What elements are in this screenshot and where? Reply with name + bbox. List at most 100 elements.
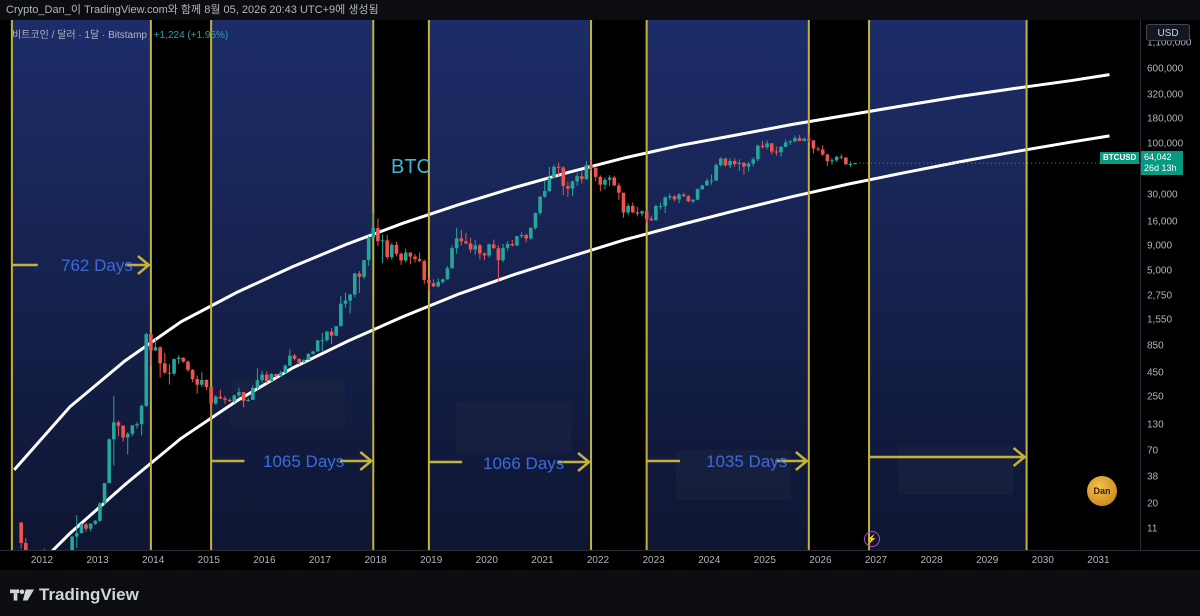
year-label: 2025 bbox=[753, 555, 776, 566]
candle-body-2013-04 bbox=[112, 422, 116, 440]
candle-body-2021-04 bbox=[556, 166, 561, 168]
price-level-label: 450 bbox=[1147, 367, 1164, 379]
candle-body-2019-06 bbox=[454, 238, 459, 249]
price-level-label: 600,000 bbox=[1147, 63, 1184, 75]
candle-body-2026-07 bbox=[848, 163, 853, 165]
candle-body-2019-03 bbox=[440, 279, 445, 282]
symbol-name[interactable]: 비트코인 / 달러 · 1달 · Bitstamp bbox=[12, 30, 147, 41]
candle-body-2014-07 bbox=[181, 357, 186, 362]
candle-body-2022-05 bbox=[617, 185, 621, 193]
candle-body-2023-08 bbox=[686, 196, 691, 202]
author-badge: Dan bbox=[1087, 476, 1117, 506]
candle-body-2023-05 bbox=[672, 196, 677, 200]
candle-body-2023-09 bbox=[691, 199, 695, 202]
candle-body-2014-03 bbox=[162, 363, 167, 373]
candle-body-2023-04 bbox=[668, 196, 672, 198]
candle-body-2023-01 bbox=[654, 206, 658, 221]
candle-body-2024-10 bbox=[751, 159, 756, 164]
price-level-label: 16,000 bbox=[1147, 216, 1178, 228]
candle-body-2017-02 bbox=[325, 331, 329, 341]
candle-body-2022-01 bbox=[598, 176, 603, 185]
candle-body-2016-07 bbox=[292, 355, 297, 359]
candle-body-2022-06 bbox=[621, 192, 626, 213]
year-label: 2029 bbox=[976, 555, 999, 566]
candle-body-2024-09 bbox=[746, 163, 751, 167]
candle-body-2022-03 bbox=[607, 177, 612, 180]
candle-body-2016-11 bbox=[311, 351, 315, 354]
candle-body-2020-12 bbox=[538, 196, 542, 213]
candle-body-2017-12 bbox=[371, 227, 376, 238]
time-axis[interactable] bbox=[0, 550, 1200, 570]
candle-body-2022-04 bbox=[612, 177, 617, 186]
year-label: 2018 bbox=[364, 555, 387, 566]
lightning-icon[interactable]: ⚡ bbox=[864, 531, 880, 547]
candle-body-2018-06 bbox=[399, 253, 403, 261]
candle-body-2014-11 bbox=[200, 380, 204, 385]
candle-body-2015-02 bbox=[213, 396, 218, 404]
candle-body-2018-02 bbox=[380, 240, 385, 242]
price-level-label: 20 bbox=[1147, 498, 1159, 510]
candle-body-2020-06 bbox=[510, 243, 515, 246]
symbol-legend[interactable]: 비트코인 / 달러 · 1달 · Bitstamp +1,224 (+1.95%… bbox=[12, 26, 228, 41]
candle-body-2012-12 bbox=[93, 520, 98, 524]
tradingview-logo-icon bbox=[10, 589, 34, 601]
footer bbox=[0, 570, 1200, 616]
candle-body-2019-05 bbox=[450, 248, 454, 269]
candle-body-2013-07 bbox=[125, 433, 130, 438]
candle-body-2020-10 bbox=[529, 227, 533, 239]
candle-body-2017-10 bbox=[362, 260, 366, 277]
candle-body-2023-12 bbox=[705, 180, 709, 186]
candle-body-2016-02 bbox=[269, 373, 274, 382]
upper-log-curve bbox=[13, 73, 1110, 471]
candle-body-2024-02 bbox=[714, 165, 718, 181]
candle-body-2013-06 bbox=[121, 425, 125, 438]
candle-body-2021-10 bbox=[584, 164, 589, 180]
candle-body-2016-12 bbox=[315, 340, 320, 352]
candle-body-2016-04 bbox=[278, 372, 283, 377]
candle-body-2018-03 bbox=[385, 240, 389, 258]
price-level-label: 5,000 bbox=[1147, 265, 1173, 277]
candle-body-2016-08 bbox=[297, 358, 301, 363]
year-label: 2028 bbox=[920, 555, 943, 566]
candle-body-2015-01 bbox=[209, 387, 213, 404]
candle-body-2021-12 bbox=[593, 168, 598, 177]
price-chart[interactable] bbox=[0, 20, 1140, 550]
candle-body-2015-03 bbox=[218, 396, 223, 399]
candle-body-2013-11 bbox=[144, 334, 149, 406]
candle-body-2024-12 bbox=[760, 145, 765, 148]
year-label: 2015 bbox=[197, 555, 220, 566]
tradingview-brand[interactable]: TradingView bbox=[10, 585, 139, 605]
price-level-label: 320,000 bbox=[1147, 89, 1184, 101]
cycle-label-4: 1035 Days bbox=[706, 452, 788, 471]
cycle-arrowhead-5 bbox=[1012, 447, 1027, 467]
candle-body-2024-08 bbox=[742, 162, 746, 167]
price-level-label: 70 bbox=[1147, 445, 1159, 457]
candle-body-2013-05 bbox=[116, 422, 121, 426]
candle-body-2015-04 bbox=[223, 398, 227, 400]
currency-button[interactable]: USD bbox=[1146, 24, 1190, 41]
candle-body-2022-10 bbox=[640, 211, 644, 214]
candle-body-2019-10 bbox=[473, 245, 478, 250]
candle-body-2019-08 bbox=[464, 241, 468, 244]
candle-body-2012-10 bbox=[84, 524, 88, 529]
year-label: 2031 bbox=[1087, 555, 1110, 566]
candle-body-2022-09 bbox=[635, 212, 640, 214]
candle-body-2023-03 bbox=[663, 197, 667, 207]
candle-body-2023-07 bbox=[681, 194, 686, 197]
annotation-box-1 bbox=[231, 378, 346, 428]
chart-area[interactable] bbox=[0, 20, 1140, 550]
candle-body-2017-06 bbox=[343, 300, 348, 304]
candle-body-2014-09 bbox=[190, 369, 195, 380]
candle-body-2026-06 bbox=[844, 157, 848, 165]
candle-body-2016-09 bbox=[301, 359, 306, 363]
caption-text: Crypto_Dan_이 TradingView.com와 함께 8월 05, … bbox=[6, 4, 379, 16]
year-label: 2023 bbox=[642, 555, 665, 566]
candle-body-2025-06 bbox=[788, 141, 793, 143]
cycle-arrowhead-4 bbox=[795, 451, 809, 471]
price-axis[interactable] bbox=[1140, 20, 1200, 550]
candle-body-2019-07 bbox=[459, 238, 464, 242]
year-label: 2017 bbox=[308, 555, 332, 566]
cycle-arrowhead-2 bbox=[359, 451, 374, 471]
candle-body-2021-05 bbox=[561, 167, 566, 186]
year-label: 2019 bbox=[420, 555, 443, 566]
